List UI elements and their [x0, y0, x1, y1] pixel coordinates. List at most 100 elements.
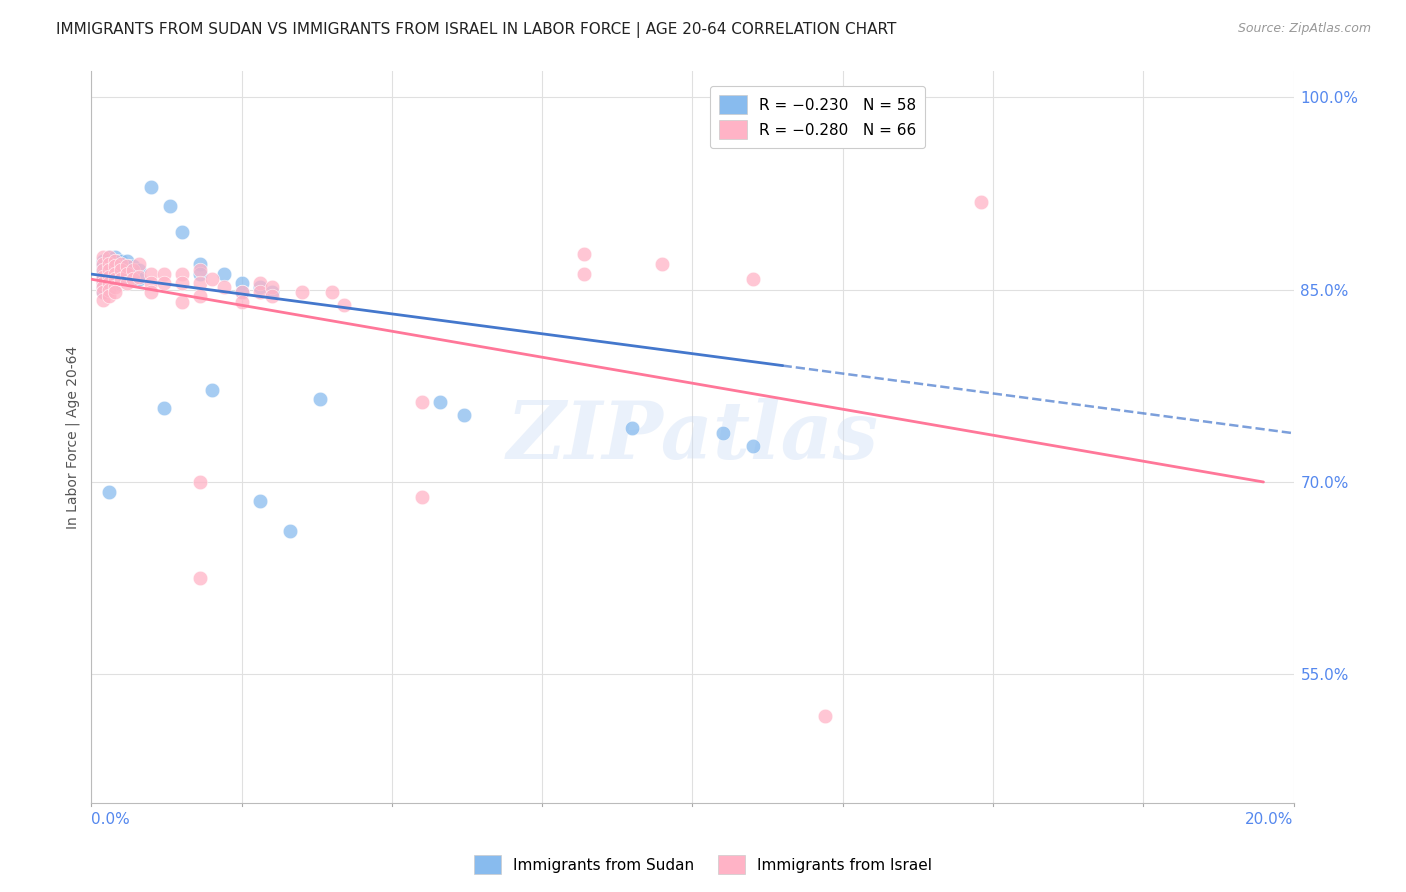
Point	[104, 267, 127, 281]
Point	[93, 272, 115, 286]
Point	[188, 257, 211, 271]
Point	[260, 285, 283, 299]
Point	[188, 289, 211, 303]
Point	[574, 246, 596, 260]
Point	[104, 272, 127, 286]
Point	[104, 254, 127, 268]
Point	[104, 272, 127, 286]
Point	[104, 251, 127, 265]
Point	[104, 276, 127, 290]
Point	[98, 276, 121, 290]
Y-axis label: In Labor Force | Age 20-64: In Labor Force | Age 20-64	[66, 345, 80, 529]
Point	[98, 254, 121, 268]
Point	[170, 267, 193, 281]
Point	[110, 272, 132, 286]
Point	[98, 260, 121, 274]
Point	[93, 260, 115, 274]
Point	[122, 267, 145, 281]
Point	[110, 257, 132, 271]
Text: Source: ZipAtlas.com: Source: ZipAtlas.com	[1237, 22, 1371, 36]
Text: 0.0%: 0.0%	[91, 812, 131, 827]
Point	[98, 280, 121, 294]
Point	[117, 260, 139, 274]
Point	[814, 708, 837, 723]
Legend: R = −0.230   N = 58, R = −0.280   N = 66: R = −0.230 N = 58, R = −0.280 N = 66	[710, 87, 925, 148]
Point	[651, 257, 673, 271]
Point	[98, 272, 121, 286]
Point	[321, 285, 343, 299]
Point	[141, 179, 163, 194]
Point	[128, 257, 150, 271]
Text: IMMIGRANTS FROM SUDAN VS IMMIGRANTS FROM ISRAEL IN LABOR FORCE | AGE 20-64 CORRE: IMMIGRANTS FROM SUDAN VS IMMIGRANTS FROM…	[56, 22, 897, 38]
Point	[110, 263, 132, 277]
Point	[93, 280, 115, 294]
Point	[411, 491, 433, 505]
Point	[93, 257, 115, 271]
Point	[741, 439, 763, 453]
Point	[141, 276, 163, 290]
Point	[152, 276, 174, 290]
Point	[188, 263, 211, 277]
Point	[93, 267, 115, 281]
Point	[110, 254, 132, 268]
Point	[128, 263, 150, 277]
Point	[201, 272, 224, 286]
Point	[98, 289, 121, 303]
Point	[249, 494, 271, 508]
Point	[152, 401, 174, 415]
Point	[411, 395, 433, 409]
Point	[278, 524, 301, 538]
Point	[188, 571, 211, 585]
Point	[249, 276, 271, 290]
Point	[104, 260, 127, 274]
Point	[170, 225, 193, 239]
Point	[93, 285, 115, 299]
Point	[188, 276, 211, 290]
Point	[98, 263, 121, 277]
Point	[98, 257, 121, 271]
Point	[141, 267, 163, 281]
Point	[117, 267, 139, 281]
Point	[104, 280, 127, 294]
Point	[98, 485, 121, 500]
Point	[122, 260, 145, 274]
Legend: Immigrants from Sudan, Immigrants from Israel: Immigrants from Sudan, Immigrants from I…	[468, 849, 938, 880]
Point	[93, 254, 115, 268]
Point	[98, 267, 121, 281]
Point	[260, 280, 283, 294]
Point	[711, 426, 734, 441]
Point	[159, 199, 181, 213]
Point	[188, 475, 211, 489]
Point	[110, 267, 132, 281]
Point	[110, 260, 132, 274]
Point	[231, 285, 253, 299]
Point	[117, 276, 139, 290]
Point	[970, 195, 993, 210]
Point	[128, 269, 150, 284]
Point	[231, 285, 253, 299]
Point	[201, 383, 224, 397]
Point	[117, 267, 139, 281]
Point	[249, 285, 271, 299]
Point	[260, 289, 283, 303]
Point	[110, 272, 132, 286]
Point	[93, 263, 115, 277]
Point	[93, 263, 115, 277]
Point	[231, 276, 253, 290]
Point	[291, 285, 314, 299]
Point	[741, 272, 763, 286]
Point	[104, 267, 127, 281]
Text: 20.0%: 20.0%	[1246, 812, 1294, 827]
Point	[117, 254, 139, 268]
Point	[104, 260, 127, 274]
Point	[128, 272, 150, 286]
Point	[231, 295, 253, 310]
Point	[98, 251, 121, 265]
Point	[152, 267, 174, 281]
Text: ZIPatlas: ZIPatlas	[506, 399, 879, 475]
Point	[93, 269, 115, 284]
Point	[93, 251, 115, 265]
Point	[212, 267, 235, 281]
Point	[170, 295, 193, 310]
Point	[188, 267, 211, 281]
